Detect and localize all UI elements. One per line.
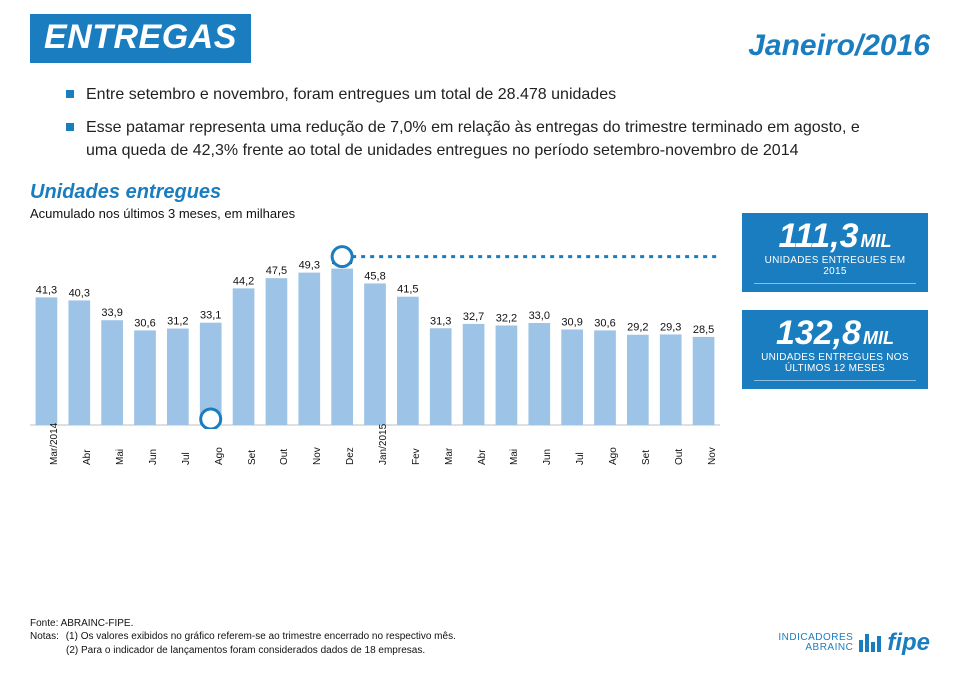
source-line: Fonte: ABRAINC-FIPE. xyxy=(30,617,456,631)
kpi-value: 111,3 xyxy=(778,217,858,255)
x-tick-label: Jun xyxy=(148,448,159,464)
kpi-value-row: 132,8MIL xyxy=(750,316,920,350)
slide-page: ENTREGAS Janeiro/2016 Entre setembro e n… xyxy=(0,0,960,673)
kpi-unit: MIL xyxy=(863,328,894,348)
brand-bars-icon xyxy=(859,634,881,652)
bullet-item: Entre setembro e novembro, foram entregu… xyxy=(66,83,886,106)
bullet-text: Esse patamar representa uma redução de 7… xyxy=(86,116,886,162)
brand-wordmark: fipe xyxy=(887,629,930,657)
note-text: (2) Para o indicador de lançamentos fora… xyxy=(66,644,456,658)
x-tick-label: Jan/2015 xyxy=(378,423,389,464)
x-tick-label: Ago xyxy=(608,447,619,465)
kpi-box: 111,3MIL UNIDADES ENTREGUES EM 2015 xyxy=(740,211,930,294)
x-tick-label: Mai xyxy=(115,448,126,464)
kpi-caption: UNIDADES ENTREGUES EM 2015 xyxy=(754,255,916,284)
bar-chart: 41,340,333,930,631,233,144,247,549,350,6… xyxy=(30,229,720,429)
x-tick-label: Jun xyxy=(542,448,553,464)
header-bar: ENTREGAS Janeiro/2016 xyxy=(30,14,930,63)
svg-text:41,5: 41,5 xyxy=(397,283,418,295)
kpi-value: 132,8 xyxy=(776,314,861,352)
svg-text:33,0: 33,0 xyxy=(529,310,550,322)
svg-text:28,5: 28,5 xyxy=(693,323,714,335)
brand-logo: INDICADORES ABRAINC fipe xyxy=(778,629,930,657)
x-tick-label: Out xyxy=(674,448,685,464)
x-tick-label: Out xyxy=(279,448,290,464)
footer: Fonte: ABRAINC-FIPE. Notas: (1) Os valor… xyxy=(30,617,930,658)
svg-text:33,1: 33,1 xyxy=(200,309,221,321)
x-tick-label: Mai xyxy=(509,448,520,464)
footnotes: Fonte: ABRAINC-FIPE. Notas: (1) Os valor… xyxy=(30,617,456,658)
chart-and-kpi: Unidades entregues Acumulado nos últimos… xyxy=(30,181,930,441)
chart-title: Unidades entregues xyxy=(30,181,724,204)
x-tick-label: Dez xyxy=(345,447,356,465)
x-tick-label: Nov xyxy=(312,447,323,465)
kpi-caption: UNIDADES ENTREGUES NOS ÚLTIMOS 12 MESES xyxy=(754,352,916,381)
notes-row: Notas: (1) Os valores exibidos no gráfic… xyxy=(30,630,456,644)
svg-text:41,3: 41,3 xyxy=(36,284,57,296)
svg-text:32,2: 32,2 xyxy=(496,312,517,324)
x-tick-label: Abr xyxy=(477,449,488,465)
chart-area: Unidades entregues Acumulado nos últimos… xyxy=(30,181,724,441)
svg-text:47,5: 47,5 xyxy=(266,265,287,277)
svg-text:31,3: 31,3 xyxy=(430,315,451,327)
x-tick-label: Nov xyxy=(707,447,718,465)
svg-text:33,9: 33,9 xyxy=(101,307,122,319)
note-text: (1) Os valores exibidos no gráfico refer… xyxy=(66,631,456,642)
x-tick-label: Abr xyxy=(82,449,93,465)
svg-text:30,6: 30,6 xyxy=(594,317,615,329)
brand-small-text: INDICADORES ABRAINC xyxy=(778,633,853,654)
brand-line2: ABRAINC xyxy=(778,643,853,654)
x-tick-label: Mar xyxy=(444,447,455,464)
svg-text:32,7: 32,7 xyxy=(463,310,484,322)
chart-subtitle-row: Acumulado nos últimos 3 meses, em milhar… xyxy=(30,206,724,229)
x-axis-labels: Mar/2014AbrMaiJunJulAgoSetOutNovDezJan/2… xyxy=(30,429,720,469)
bullet-icon xyxy=(66,90,74,98)
x-tick-label: Ago xyxy=(214,447,225,465)
bullet-icon xyxy=(66,123,74,131)
svg-text:40,3: 40,3 xyxy=(69,287,90,299)
bullet-list: Entre setembro e novembro, foram entregu… xyxy=(66,83,930,163)
svg-text:30,6: 30,6 xyxy=(134,317,155,329)
brand-wordmark-text: fipe xyxy=(887,629,930,656)
svg-text:45,8: 45,8 xyxy=(364,270,385,282)
x-tick-label: Set xyxy=(247,450,258,465)
kpi-value-row: 111,3MIL xyxy=(750,219,920,253)
x-tick-label: Jul xyxy=(181,452,192,465)
page-title: ENTREGAS xyxy=(30,14,251,63)
svg-text:31,2: 31,2 xyxy=(167,315,188,327)
svg-text:30,9: 30,9 xyxy=(561,316,582,328)
period-label: Janeiro/2016 xyxy=(748,29,930,63)
bullet-text: Entre setembro e novembro, foram entregu… xyxy=(86,83,616,106)
kpi-box: 132,8MIL UNIDADES ENTREGUES NOS ÚLTIMOS … xyxy=(740,308,930,391)
x-tick-label: Mar/2014 xyxy=(49,422,60,464)
notes-label: Notas: xyxy=(30,631,59,642)
x-tick-label: Jul xyxy=(575,452,586,465)
x-tick-label: Fev xyxy=(411,448,422,465)
svg-text:29,3: 29,3 xyxy=(660,321,681,333)
svg-text:44,2: 44,2 xyxy=(233,275,254,287)
kpi-panel: 111,3MIL UNIDADES ENTREGUES EM 2015 132,… xyxy=(740,211,930,405)
bullet-item: Esse patamar representa uma redução de 7… xyxy=(66,116,886,162)
kpi-unit: MIL xyxy=(861,231,892,251)
svg-text:49,3: 49,3 xyxy=(299,259,320,271)
chart-subtitle: Acumulado nos últimos 3 meses, em milhar… xyxy=(30,206,295,221)
svg-text:29,2: 29,2 xyxy=(627,321,648,333)
x-tick-label: Set xyxy=(641,450,652,465)
